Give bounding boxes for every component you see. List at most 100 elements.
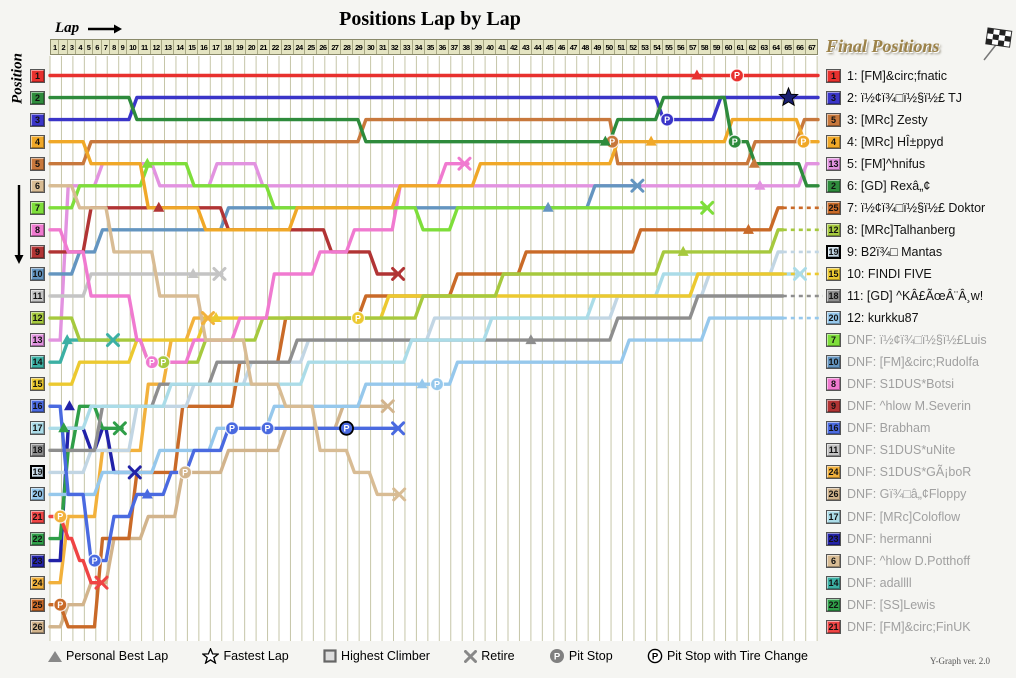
driver-line	[48, 184, 642, 276]
personal-best-marker	[141, 488, 153, 499]
retire-marker	[391, 421, 406, 436]
personal-best-marker	[58, 422, 70, 433]
legend-row-dnf: 7 DNF: ï½¢ï¾□ï½§ï½£Luis	[826, 332, 987, 348]
pit-stop-marker	[796, 134, 811, 149]
pit-letter: P	[149, 357, 155, 367]
checkered-flag-icon	[983, 27, 1013, 61]
legend-highest-climber: Highest Climber	[323, 649, 430, 663]
lap-number: 63	[759, 40, 771, 54]
driver-number-box: 14	[826, 575, 841, 590]
driver-line	[48, 250, 785, 475]
personal-best-marker	[525, 334, 537, 345]
pit-letter: P	[57, 512, 63, 522]
driver-number-box: 19	[826, 244, 841, 259]
pit-stop-icon: P	[549, 649, 564, 663]
start-position-box: 11	[30, 289, 45, 303]
lap-number: 31	[377, 40, 389, 54]
lap-number: 32	[389, 40, 401, 54]
driver-result-label: DNF: hermanni	[847, 531, 932, 546]
lap-number: 38	[460, 40, 473, 54]
legend-row-finisher: 5 3: [MRc] Zesty	[826, 112, 928, 128]
legend-personal-best: Personal Best Lap	[48, 649, 168, 663]
position-axis-arrow-icon	[14, 185, 24, 264]
driver-result-label: DNF: S1DUS*uNite	[847, 443, 956, 458]
pit-letter: P	[92, 556, 98, 566]
lap-number: 18	[222, 40, 234, 54]
driver-result-label: 5: [FM]^hnifus	[847, 156, 926, 171]
legend-row-dnf: 24 DNF: S1DUS*GÃ¡boR	[826, 464, 971, 480]
personal-best-marker	[742, 223, 754, 234]
personal-best-marker	[210, 312, 222, 323]
driver-result-label: DNF: Brabham	[847, 421, 931, 436]
lap-number: 52	[627, 40, 640, 54]
svg-text:P: P	[554, 651, 561, 662]
lap-axis-label: Lap	[55, 20, 80, 36]
driver-number-box: 5	[826, 112, 841, 127]
personal-best-marker	[542, 201, 554, 212]
driver-number-box: 9	[826, 399, 841, 414]
start-position-box: 19	[30, 465, 45, 480]
start-position-box: 12	[30, 311, 45, 326]
driver-result-label: 2: ï½¢ï¾□ï½§ï½£ TJ	[847, 90, 963, 105]
legend-pit-stop-tire-change: P Pit Stop with Tire Change	[647, 648, 808, 664]
retire-marker	[392, 487, 407, 502]
lap-number: 2	[59, 40, 68, 54]
pit-stop-marker	[429, 377, 445, 392]
lap-number: 59	[711, 40, 723, 54]
lap-number: 42	[508, 40, 521, 54]
lap-number: 58	[699, 40, 711, 54]
pit-letter: P	[609, 137, 615, 147]
lap-number: 34	[413, 40, 425, 54]
driver-result-label: DNF: [FM]&circ;FinUK	[847, 619, 971, 634]
pit-stop-marker	[53, 597, 68, 612]
pit-letter: P	[355, 313, 361, 323]
legend-row-finisher: 3 2: ï½¢ï¾□ï½§ï½£ TJ	[826, 90, 962, 106]
driver-number-box: 2	[826, 178, 841, 193]
start-position-box: 20	[30, 487, 45, 502]
driver-result-label: 4: [MRc] HÎ±ppyd	[847, 134, 944, 149]
driver-result-label: DNF: ^hlow D.Potthoff	[847, 553, 971, 568]
pit-stop-marker	[260, 421, 275, 436]
legend-row-finisher: 4 4: [MRc] HÎ±ppyd	[826, 134, 943, 150]
svg-text:P: P	[652, 651, 659, 662]
legend-row-dnf: 21 DNF: [FM]&circ;FinUK	[826, 619, 971, 635]
pit-letter: P	[229, 424, 235, 434]
app-version: Y-Graph ver. 2.0	[930, 656, 990, 666]
fastest-lap-star-icon	[202, 648, 220, 664]
pit-letter: P	[344, 424, 350, 434]
driver-number-box: 8	[826, 377, 841, 392]
personal-best-marker	[599, 135, 611, 146]
pit-stop-marker	[660, 112, 675, 127]
lap-number: 5	[85, 40, 94, 54]
start-position-box: 15	[30, 377, 45, 392]
lap-number: 67	[808, 42, 816, 52]
legend-row-dnf: 6 DNF: ^hlow D.Potthoff	[826, 553, 970, 569]
lap-number: 44	[532, 40, 544, 54]
pit-stop-marker	[350, 310, 366, 326]
legend-row-dnf: 16 DNF: Brabham	[826, 420, 930, 436]
personal-best-marker	[153, 201, 165, 212]
lap-number: 19	[234, 40, 246, 54]
driver-result-label: DNF: adallll	[847, 575, 912, 590]
legend-row-dnf: 11 DNF: S1DUS*uNite	[826, 442, 955, 458]
driver-line	[48, 206, 785, 629]
legend-row-dnf: 14 DNF: adallll	[826, 575, 912, 591]
lap-number: 26	[317, 40, 330, 54]
highest-climber-square-icon	[323, 649, 337, 663]
lap-number: 54	[651, 40, 664, 54]
driver-number-box: 23	[826, 531, 841, 546]
legend-row-finisher: 12 8: [MRc]Talhanberg	[826, 222, 955, 238]
lap-number: 27	[329, 40, 342, 54]
legend-row-finisher: 25 7: ï½¢ï¾□ï½§ï½£ Doktor	[826, 200, 985, 216]
driver-number-box: 17	[826, 509, 841, 524]
start-position-box: 25	[30, 597, 45, 612]
retire-marker	[700, 200, 715, 215]
lap-number: 16	[198, 40, 211, 54]
lap-number: 39	[472, 40, 485, 54]
lap-number: 22	[270, 40, 282, 54]
driver-result-label: 3: [MRc] Zesty	[847, 112, 928, 127]
driver-line	[48, 184, 401, 497]
driver-result-label: DNF: S1DUS*GÃ¡boR	[847, 465, 972, 480]
lap-number: 12	[151, 40, 163, 54]
